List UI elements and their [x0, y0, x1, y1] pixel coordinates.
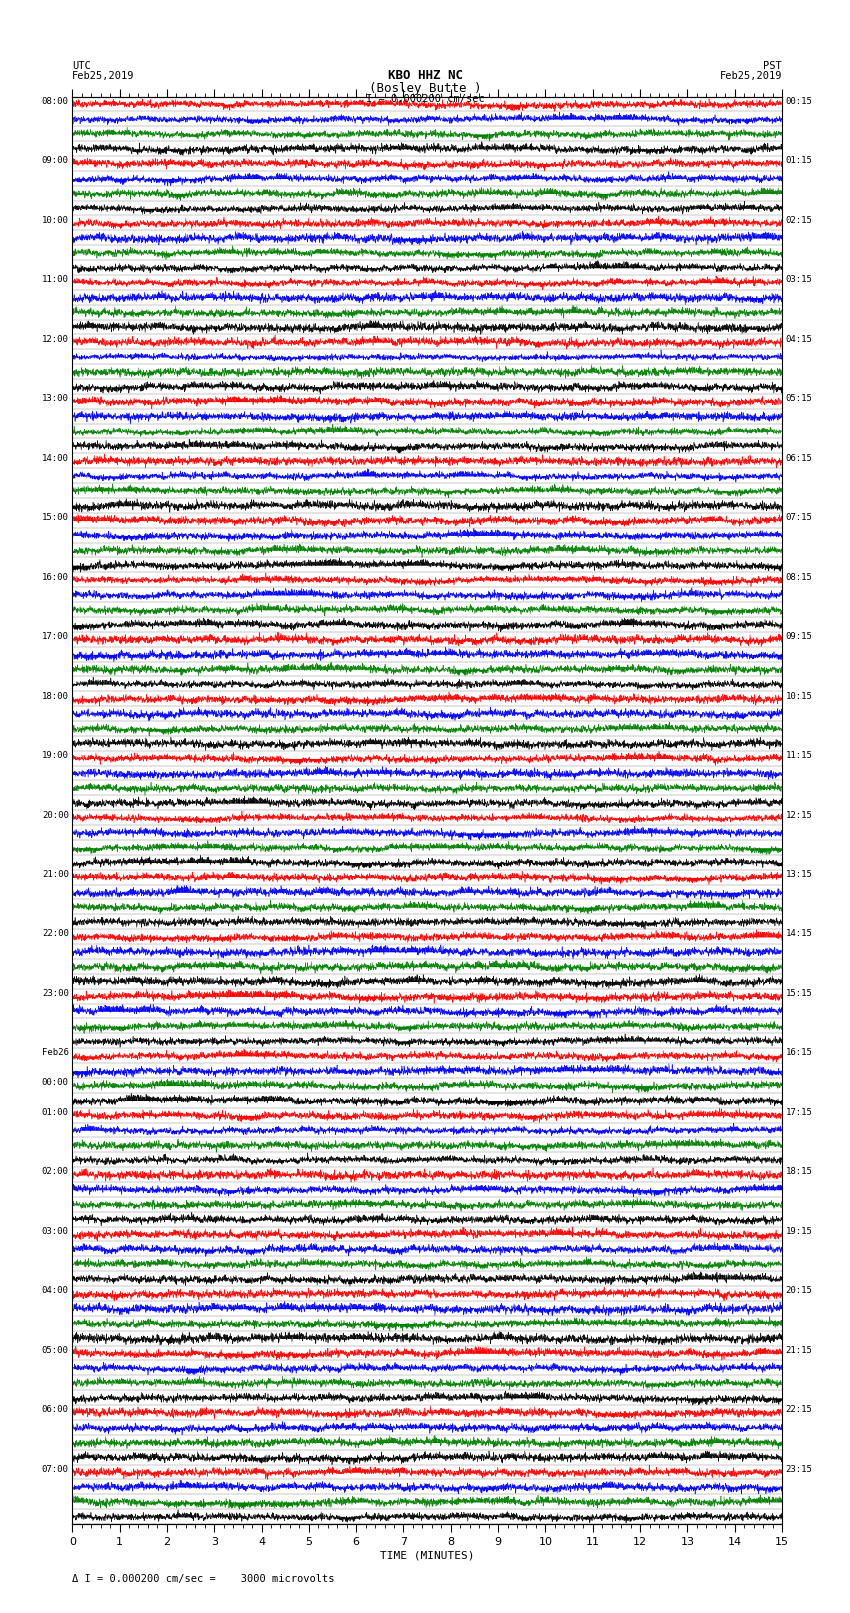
Text: 03:15: 03:15 [785, 276, 813, 284]
Text: I = 0.000200 cm/sec: I = 0.000200 cm/sec [366, 94, 484, 103]
Text: 15:00: 15:00 [42, 513, 69, 523]
Text: 11:00: 11:00 [42, 276, 69, 284]
Text: 02:00: 02:00 [42, 1168, 69, 1176]
Text: 19:00: 19:00 [42, 752, 69, 760]
X-axis label: TIME (MINUTES): TIME (MINUTES) [380, 1550, 474, 1560]
Text: 21:15: 21:15 [785, 1345, 813, 1355]
Text: 04:00: 04:00 [42, 1287, 69, 1295]
Text: 13:15: 13:15 [785, 869, 813, 879]
Text: (Bosley Butte ): (Bosley Butte ) [369, 82, 481, 95]
Text: 18:15: 18:15 [785, 1168, 813, 1176]
Text: 13:00: 13:00 [42, 394, 69, 403]
Text: 09:15: 09:15 [785, 632, 813, 640]
Text: 19:15: 19:15 [785, 1227, 813, 1236]
Text: UTC: UTC [72, 61, 91, 71]
Text: 09:00: 09:00 [42, 156, 69, 165]
Text: 01:15: 01:15 [785, 156, 813, 165]
Text: 17:15: 17:15 [785, 1108, 813, 1116]
Text: 23:00: 23:00 [42, 989, 69, 998]
Text: 17:00: 17:00 [42, 632, 69, 640]
Text: 23:15: 23:15 [785, 1465, 813, 1474]
Text: 03:00: 03:00 [42, 1227, 69, 1236]
Text: 04:15: 04:15 [785, 336, 813, 344]
Text: 20:00: 20:00 [42, 810, 69, 819]
Text: 12:00: 12:00 [42, 336, 69, 344]
Text: 05:00: 05:00 [42, 1345, 69, 1355]
Text: 08:15: 08:15 [785, 573, 813, 582]
Text: 01:00: 01:00 [42, 1108, 69, 1116]
Text: Feb25,2019: Feb25,2019 [719, 71, 782, 81]
Text: Feb25,2019: Feb25,2019 [72, 71, 135, 81]
Text: 16:15: 16:15 [785, 1048, 813, 1058]
Text: PST: PST [763, 61, 782, 71]
Text: 12:15: 12:15 [785, 810, 813, 819]
Text: 10:15: 10:15 [785, 692, 813, 700]
Text: KBO HHZ NC: KBO HHZ NC [388, 69, 462, 82]
Text: 08:00: 08:00 [42, 97, 69, 106]
Text: 16:00: 16:00 [42, 573, 69, 582]
Text: Feb26: Feb26 [42, 1048, 69, 1058]
Text: 00:00: 00:00 [42, 1077, 69, 1087]
Text: 20:15: 20:15 [785, 1287, 813, 1295]
Text: 21:00: 21:00 [42, 869, 69, 879]
Text: 06:00: 06:00 [42, 1405, 69, 1415]
Text: 10:00: 10:00 [42, 216, 69, 224]
Text: 05:15: 05:15 [785, 394, 813, 403]
Text: 07:15: 07:15 [785, 513, 813, 523]
Text: 14:00: 14:00 [42, 453, 69, 463]
Text: 22:15: 22:15 [785, 1405, 813, 1415]
Text: Δ I = 0.000200 cm/sec =    3000 microvolts: Δ I = 0.000200 cm/sec = 3000 microvolts [72, 1574, 335, 1584]
Text: 06:15: 06:15 [785, 453, 813, 463]
Text: 22:00: 22:00 [42, 929, 69, 939]
Text: 02:15: 02:15 [785, 216, 813, 224]
Text: 11:15: 11:15 [785, 752, 813, 760]
Text: 14:15: 14:15 [785, 929, 813, 939]
Text: 18:00: 18:00 [42, 692, 69, 700]
Text: 00:15: 00:15 [785, 97, 813, 106]
Text: 15:15: 15:15 [785, 989, 813, 998]
Text: 07:00: 07:00 [42, 1465, 69, 1474]
